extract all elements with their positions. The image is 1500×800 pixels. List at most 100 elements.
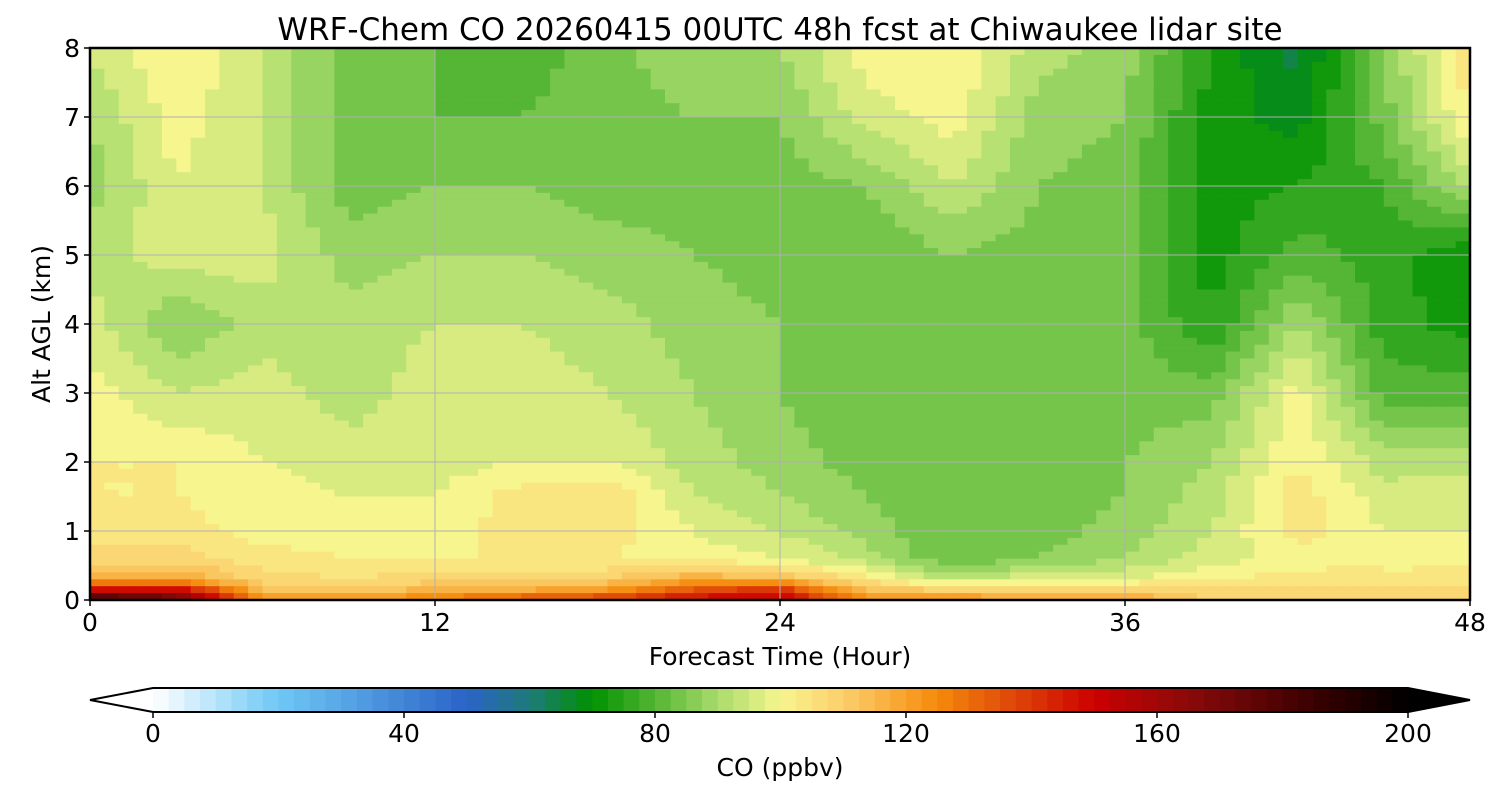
heatmap-cell [636,213,652,222]
heatmap-cell [291,399,307,408]
heatmap-cell [291,393,307,401]
heatmap-cell [1182,179,1198,187]
heatmap-cell [1225,310,1241,318]
heatmap-cell [1268,186,1284,194]
heatmap-cell [1153,275,1169,284]
heatmap-cell [377,48,393,56]
heatmap-cell [334,275,350,284]
heatmap-cell [564,123,580,132]
heatmap-cell [952,165,968,173]
heatmap-cell [463,151,479,159]
heatmap-cell [564,282,580,291]
heatmap-cell [1053,289,1069,297]
heatmap-cell [406,393,422,401]
heatmap-cell [363,296,379,304]
heatmap-cell [320,89,335,97]
heatmap-cell [966,186,982,194]
heatmap-cell [320,186,335,194]
heatmap-cell [1024,48,1040,56]
heatmap-cell [320,75,335,84]
heatmap-cell [1326,165,1342,173]
heatmap-cell [1311,255,1327,263]
heatmap-cell [435,144,450,153]
heatmap-cell [765,151,781,159]
heatmap-cell [966,289,982,297]
heatmap-cell [693,82,709,90]
heatmap-cell [966,96,982,104]
heatmap-cell [550,310,565,318]
heatmap-cell [866,117,882,125]
heatmap-cell [535,172,551,180]
heatmap-cell [880,372,896,380]
heatmap-cell [276,117,292,125]
heatmap-cell [578,289,594,297]
heatmap-cell [1081,54,1097,63]
heatmap-cell [1225,337,1241,346]
heatmap-cell [276,137,292,146]
heatmap-cell [1096,220,1112,228]
heatmap-cell [1283,220,1299,228]
heatmap-cell [1067,61,1083,70]
heatmap-cell [1311,75,1327,84]
heatmap-cell [679,68,695,77]
heatmap-cell [693,179,709,187]
heatmap-cell [1211,123,1227,132]
heatmap-cell [1182,330,1198,339]
heatmap-cell [593,268,609,277]
heatmap-cell [1182,89,1198,97]
heatmap-cell [1412,282,1428,291]
heatmap-cell [708,179,724,187]
heatmap-cell [909,151,925,159]
heatmap-cell [966,158,982,166]
heatmap-cell [751,158,767,166]
heatmap-cell [1398,165,1414,173]
heatmap-cell [966,179,982,187]
heatmap-cell [1053,365,1069,373]
heatmap-cell [420,255,436,263]
heatmap-cell [492,48,508,56]
heatmap-cell [262,82,278,90]
heatmap-cell [1038,172,1054,180]
heatmap-cell [1024,186,1040,194]
heatmap-cell [578,206,594,215]
heatmap-cell [478,317,494,325]
heatmap-cell [535,303,551,311]
heatmap-cell [1081,337,1097,346]
heatmap-cell [1024,393,1040,401]
heatmap-cell [751,379,767,387]
heatmap-cell [1153,255,1169,263]
heatmap-cell [1240,393,1255,401]
heatmap-cell [650,310,666,318]
heatmap-cell [650,158,666,166]
heatmap-cell [1441,393,1457,401]
heatmap-cell [722,255,738,263]
heatmap-cell [593,330,609,339]
heatmap-cell [909,117,925,125]
heatmap-cell [564,268,580,277]
heatmap-cell [1196,179,1212,187]
heatmap-cell [363,130,379,139]
heatmap-cell [1010,144,1025,153]
heatmap-cell [1081,89,1097,97]
heatmap-cell [1268,48,1284,56]
heatmap-cell [377,199,393,208]
heatmap-cell [966,303,982,311]
heatmap-cell [420,289,436,297]
heatmap-cell [1038,165,1054,173]
heatmap-cell [1412,303,1428,311]
heatmap-cell [1254,186,1270,194]
heatmap-cell [1412,241,1428,249]
heatmap-cell [1024,372,1040,380]
heatmap-cell [1398,158,1414,166]
heatmap-cell [780,172,795,180]
heatmap-cell [133,123,149,132]
heatmap-cell [780,151,795,159]
heatmap-cell [420,282,436,291]
heatmap-cell [377,137,393,146]
heatmap-cell [1441,379,1457,387]
heatmap-cell [1254,268,1270,277]
heatmap-cell [665,241,680,249]
heatmap-cell [1311,282,1327,291]
heatmap-cell [133,227,149,235]
heatmap-cell [1268,261,1284,270]
